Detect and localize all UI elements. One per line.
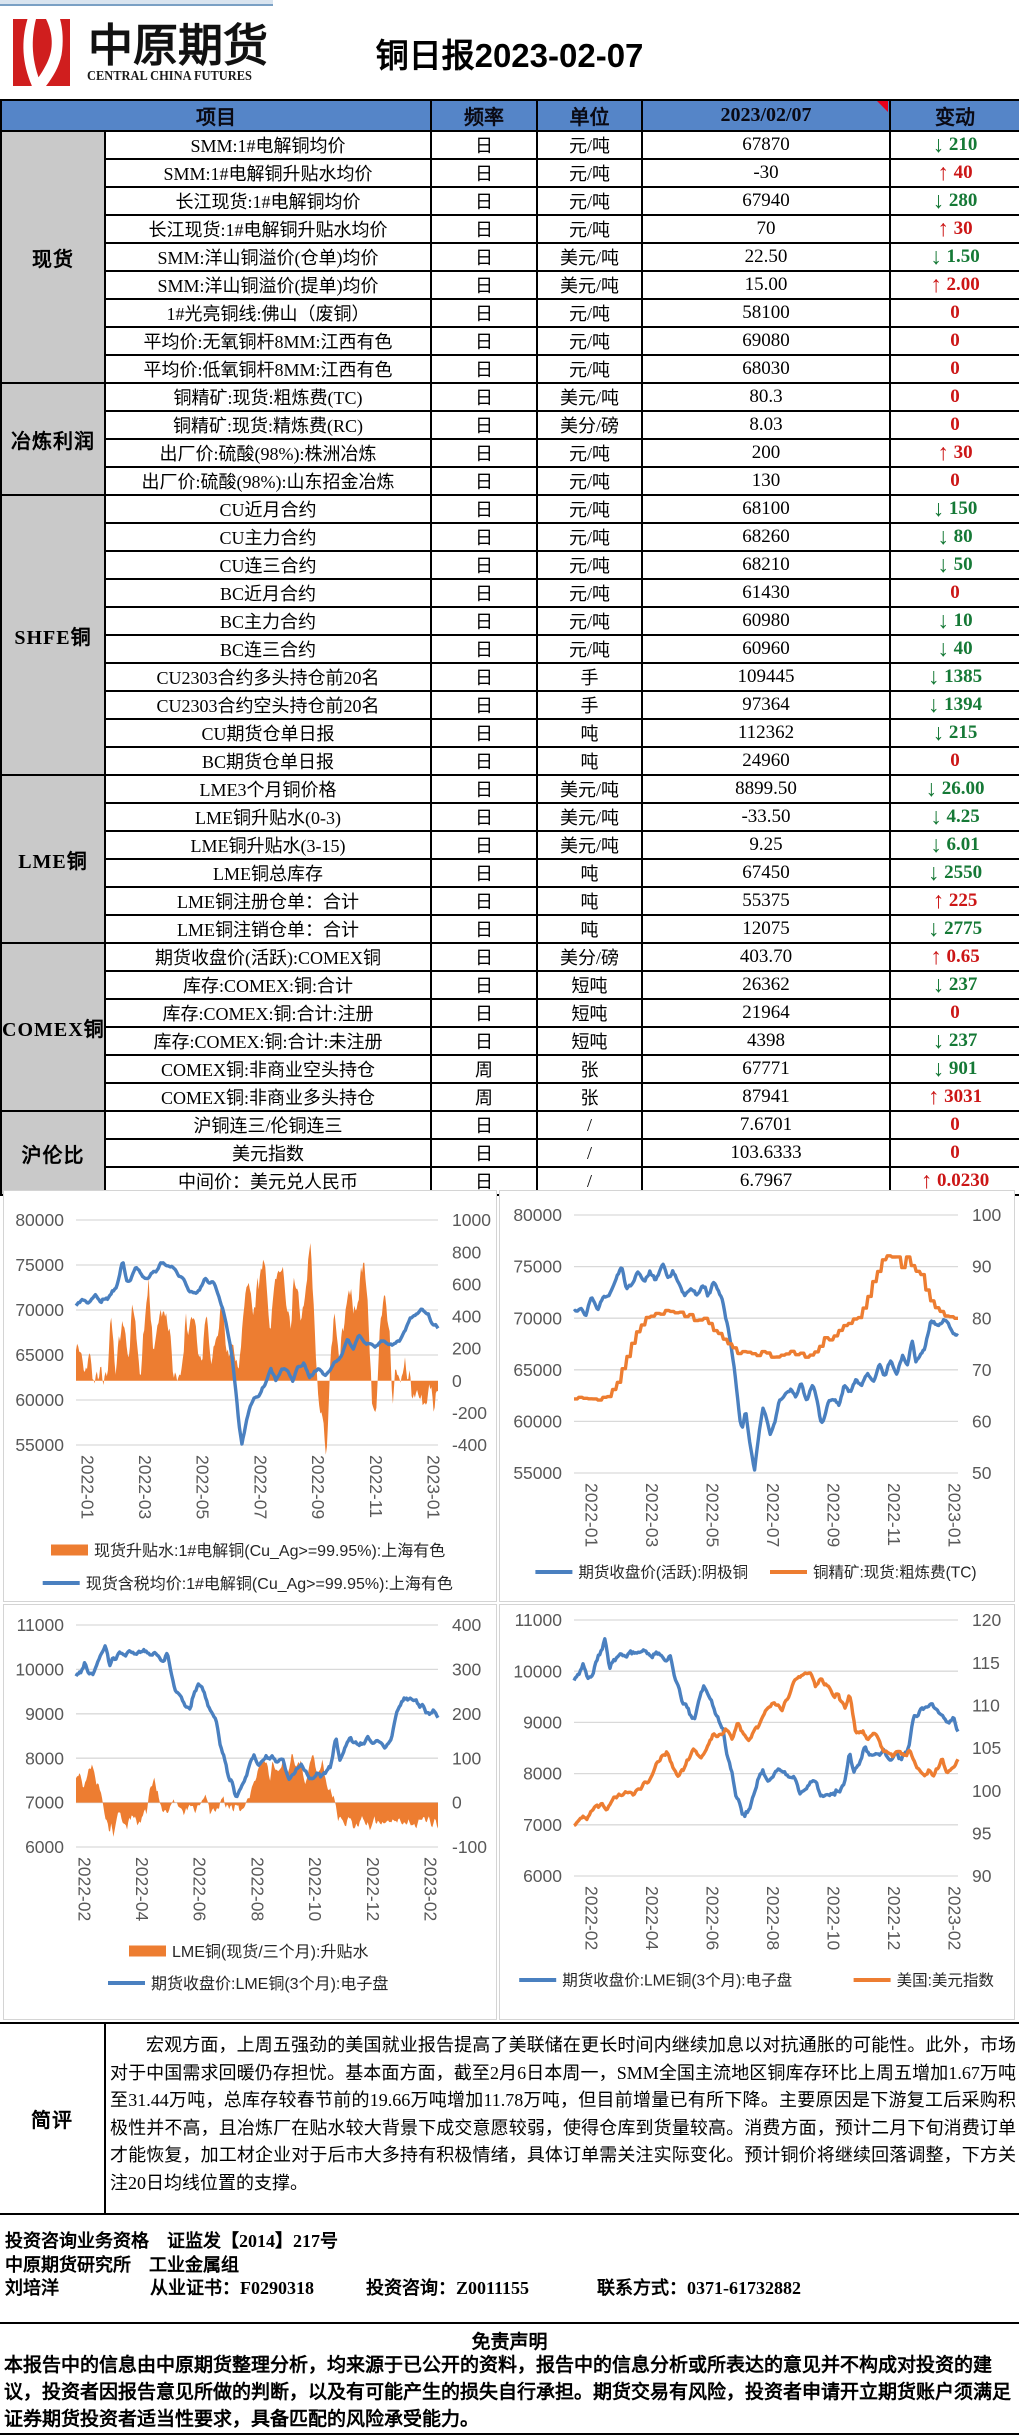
svg-text:2022-12: 2022-12 xyxy=(363,1857,383,1921)
svg-text:2022-11: 2022-11 xyxy=(884,1483,904,1546)
svg-text:8000: 8000 xyxy=(25,1748,64,1768)
svg-text:2022-05: 2022-05 xyxy=(702,1483,722,1547)
svg-text:2022-04: 2022-04 xyxy=(132,1857,152,1921)
svg-text:600: 600 xyxy=(452,1274,481,1294)
svg-text:1000: 1000 xyxy=(452,1210,491,1230)
svg-text:300: 300 xyxy=(452,1660,481,1680)
svg-text:80000: 80000 xyxy=(513,1205,562,1225)
svg-text:9000: 9000 xyxy=(25,1704,64,1724)
svg-text:-200: -200 xyxy=(452,1403,487,1423)
svg-text:2022-02: 2022-02 xyxy=(581,1886,601,1950)
svg-text:200: 200 xyxy=(452,1704,481,1724)
svg-text:现货含税均价:1#电解铜(Cu_Ag>=99.95%):上海: 现货含税均价:1#电解铜(Cu_Ag>=99.95%):上海有色 xyxy=(86,1575,453,1593)
svg-text:-400: -400 xyxy=(452,1435,487,1455)
svg-text:-100: -100 xyxy=(452,1837,487,1857)
svg-text:90: 90 xyxy=(972,1257,992,1277)
svg-text:2022-07: 2022-07 xyxy=(250,1455,270,1519)
svg-text:2022-03: 2022-03 xyxy=(135,1455,155,1519)
svg-text:200: 200 xyxy=(452,1339,481,1359)
svg-text:8000: 8000 xyxy=(523,1764,562,1784)
svg-text:9000: 9000 xyxy=(523,1713,562,1733)
svg-text:2022-01: 2022-01 xyxy=(581,1483,601,1547)
svg-text:60: 60 xyxy=(972,1412,992,1432)
svg-text:90: 90 xyxy=(972,1866,992,1886)
svg-text:2022-10: 2022-10 xyxy=(305,1857,325,1921)
svg-text:2022-08: 2022-08 xyxy=(763,1886,783,1950)
svg-text:70: 70 xyxy=(972,1360,992,1380)
svg-text:100: 100 xyxy=(972,1781,1001,1801)
svg-text:400: 400 xyxy=(452,1307,481,1327)
svg-text:2022-07: 2022-07 xyxy=(763,1483,783,1547)
svg-text:105: 105 xyxy=(972,1738,1001,1758)
svg-text:2022-02: 2022-02 xyxy=(74,1857,94,1921)
svg-text:2022-09: 2022-09 xyxy=(823,1483,843,1547)
svg-text:65000: 65000 xyxy=(15,1345,64,1365)
svg-text:11000: 11000 xyxy=(515,1610,563,1630)
svg-text:美国:美元指数: 美国:美元指数 xyxy=(897,1972,995,1990)
svg-text:LME铜(现货/三个月):升贴水: LME铜(现货/三个月):升贴水 xyxy=(172,1943,368,1961)
svg-text:55000: 55000 xyxy=(513,1463,562,1483)
svg-text:6000: 6000 xyxy=(25,1837,64,1857)
svg-text:7000: 7000 xyxy=(25,1793,64,1813)
svg-text:现货升贴水:1#电解铜(Cu_Ag>=99.95%):上海有: 现货升贴水:1#电解铜(Cu_Ag>=99.95%):上海有色 xyxy=(94,1542,445,1560)
svg-text:2022-11: 2022-11 xyxy=(366,1455,386,1518)
svg-text:6000: 6000 xyxy=(523,1866,562,1886)
svg-text:2022-06: 2022-06 xyxy=(190,1857,210,1921)
svg-text:2022-05: 2022-05 xyxy=(193,1455,213,1519)
svg-text:2023-02: 2023-02 xyxy=(421,1857,441,1921)
svg-text:2022-06: 2022-06 xyxy=(702,1886,722,1950)
svg-text:75000: 75000 xyxy=(15,1255,64,1275)
svg-text:2022-08: 2022-08 xyxy=(247,1857,267,1921)
svg-text:2022-04: 2022-04 xyxy=(642,1886,662,1950)
svg-text:2023-01: 2023-01 xyxy=(944,1483,964,1547)
svg-text:期货收盘价(活跃):阴极铜: 期货收盘价(活跃):阴极铜 xyxy=(578,1563,748,1582)
svg-text:2023-01: 2023-01 xyxy=(424,1455,444,1519)
svg-text:2022-09: 2022-09 xyxy=(308,1455,328,1519)
svg-text:期货收盘价:LME铜(3个月):电子盘: 期货收盘价:LME铜(3个月):电子盘 xyxy=(151,1974,388,1993)
svg-text:2022-12: 2022-12 xyxy=(884,1886,904,1950)
svg-text:铜精矿:现货:粗炼费(TC): 铜精矿:现货:粗炼费(TC) xyxy=(813,1564,977,1582)
svg-text:100: 100 xyxy=(452,1748,481,1768)
svg-text:75000: 75000 xyxy=(513,1257,562,1277)
svg-text:2022-01: 2022-01 xyxy=(77,1455,97,1519)
svg-text:80: 80 xyxy=(972,1308,992,1328)
svg-text:55000: 55000 xyxy=(15,1435,64,1455)
svg-text:2022-03: 2022-03 xyxy=(642,1483,662,1547)
svg-text:2022-10: 2022-10 xyxy=(823,1886,843,1950)
svg-text:400: 400 xyxy=(452,1615,481,1635)
svg-text:95: 95 xyxy=(972,1824,991,1844)
svg-text:7000: 7000 xyxy=(523,1815,562,1835)
svg-text:60000: 60000 xyxy=(513,1412,562,1432)
svg-text:70000: 70000 xyxy=(513,1308,562,1328)
svg-text:0: 0 xyxy=(452,1371,462,1391)
svg-text:10000: 10000 xyxy=(513,1661,562,1681)
svg-text:50: 50 xyxy=(972,1463,992,1483)
svg-text:100: 100 xyxy=(972,1205,1001,1225)
svg-text:70000: 70000 xyxy=(15,1300,64,1320)
svg-text:80000: 80000 xyxy=(15,1210,64,1230)
svg-text:65000: 65000 xyxy=(513,1360,562,1380)
svg-text:11000: 11000 xyxy=(17,1615,65,1635)
svg-text:10000: 10000 xyxy=(15,1660,64,1680)
svg-text:0: 0 xyxy=(452,1793,462,1813)
svg-text:60000: 60000 xyxy=(15,1390,64,1410)
svg-text:110: 110 xyxy=(972,1696,1000,1716)
svg-text:115: 115 xyxy=(972,1653,1000,1673)
svg-text:120: 120 xyxy=(972,1610,1001,1630)
svg-text:800: 800 xyxy=(452,1242,481,1262)
svg-text:期货收盘价:LME铜(3个月):电子盘: 期货收盘价:LME铜(3个月):电子盘 xyxy=(562,1971,792,1990)
svg-text:2023-02: 2023-02 xyxy=(944,1886,964,1950)
